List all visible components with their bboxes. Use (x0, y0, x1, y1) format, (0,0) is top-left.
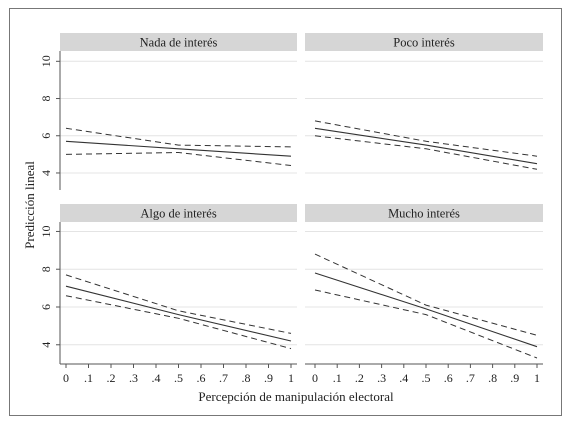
panel-strip (60, 33, 297, 51)
panel-title: Mucho interés (388, 207, 460, 221)
panel-3: Algo de interés 4 6 8 10 0 .1 .2 .3 .4 .5 .6 .7 .8 .9 1 (39, 204, 297, 385)
x-tick-label: .2 (355, 371, 364, 385)
x-tick-label: .1 (333, 371, 342, 385)
x-tick-label: 0 (312, 371, 318, 385)
ci-lower-line (65, 295, 292, 350)
x-tick-label: 1 (534, 371, 540, 385)
y-tick-label: 8 (39, 266, 53, 272)
panel-title: Poco interés (393, 36, 455, 50)
y-axis-label: Predicción lineal (22, 161, 37, 249)
y-tick-label: 8 (39, 96, 53, 102)
panel-1: Nada de interés 4 6 8 10 (39, 33, 297, 190)
ci-upper-line (65, 127, 292, 148)
x-tick-label: .7 (219, 371, 228, 385)
panel-strip (305, 33, 543, 51)
ci-upper-line (65, 274, 292, 334)
x-tick-label: .9 (264, 371, 273, 385)
x-tick-label: .5 (174, 371, 183, 385)
x-tick-label: .7 (466, 371, 475, 385)
panel-title: Algo de interés (140, 207, 217, 221)
y-tick-label: 10 (39, 55, 53, 67)
prediction-line (314, 127, 538, 165)
x-tick-label: .3 (377, 371, 386, 385)
x-tick-label: .8 (242, 371, 251, 385)
ci-lower-line (314, 289, 538, 359)
ci-upper-line (314, 120, 538, 157)
x-tick-label: .8 (488, 371, 497, 385)
x-tick-label: .9 (510, 371, 519, 385)
panel-strip (60, 204, 297, 222)
x-tick-label: .6 (197, 371, 206, 385)
ci-lower-line (314, 135, 538, 170)
x-tick-label: 0 (63, 371, 69, 385)
prediction-line (314, 272, 538, 348)
x-tick-label: .2 (107, 371, 116, 385)
y-tick-label: 10 (39, 225, 53, 237)
prediction-line (65, 285, 292, 342)
ci-upper-line (314, 253, 538, 336)
ci-lower-line (65, 151, 292, 166)
y-tick-label: 6 (39, 304, 53, 310)
y-tick-label: 4 (39, 342, 53, 348)
x-tick-label: .5 (422, 371, 431, 385)
x-tick-label: .3 (129, 371, 138, 385)
x-axis-label: Percepción de manipulación electoral (198, 389, 394, 404)
x-tick-label: .1 (84, 371, 93, 385)
panel-4: Mucho interés 0 .1 .2 .3 .4 .5 .6 .7 .8 .9 1 (305, 204, 543, 385)
panel-title: Nada de interés (140, 36, 218, 50)
prediction-line (65, 140, 292, 157)
panel-strip (305, 204, 543, 222)
y-tick-label: 4 (39, 170, 53, 176)
x-tick-label: .4 (399, 371, 408, 385)
y-tick-label: 6 (39, 133, 53, 139)
x-tick-label: .4 (152, 371, 161, 385)
x-tick-label: 1 (288, 371, 294, 385)
panel-2: Poco interés (305, 33, 543, 174)
x-tick-label: .6 (444, 371, 453, 385)
